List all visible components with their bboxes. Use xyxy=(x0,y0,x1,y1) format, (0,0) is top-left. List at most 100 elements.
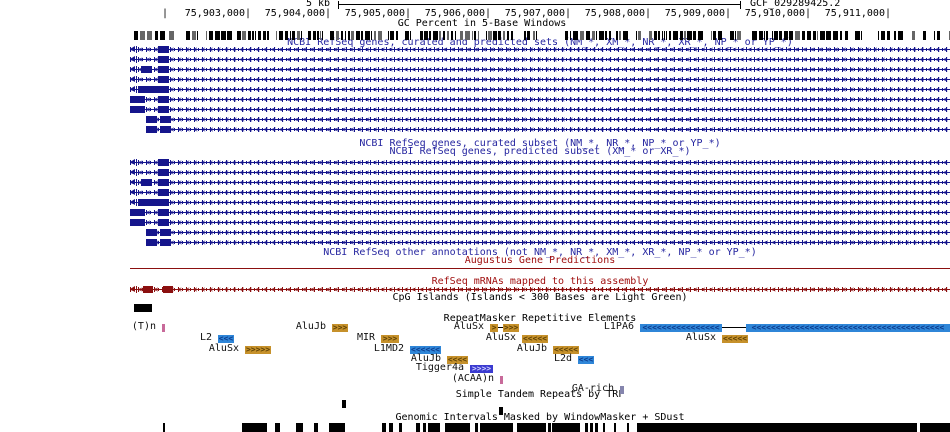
ruler-tick[interactable]: 75,907,000| xyxy=(504,8,571,19)
gc-percent-track[interactable] xyxy=(130,31,950,40)
repeat-item[interactable]: >>> xyxy=(503,324,519,332)
gc-bar xyxy=(186,31,190,40)
masked-interval[interactable] xyxy=(585,423,588,432)
gc-bar xyxy=(599,31,604,40)
repeat-item-label: (ACAA)n xyxy=(451,373,494,384)
repeat-item[interactable]: <<<<<<<<<<<<<<<<<<<<<<<<<<<<<<<<<<<<<<<< xyxy=(746,324,950,332)
repeat-item-label: Tigger4a xyxy=(415,362,464,373)
masked-interval[interactable] xyxy=(517,423,546,432)
ruler-tick[interactable]: 75,904,000| xyxy=(264,8,331,19)
gene-row[interactable]: <<<<<<<<<<<<<<<<<<<<<<<<<<<<<<<<<<<<<<<<… xyxy=(130,188,950,197)
gc-bar xyxy=(533,31,535,40)
repeat-item[interactable]: <<< xyxy=(578,356,594,364)
masked-interval[interactable] xyxy=(637,423,917,432)
masked-interval[interactable] xyxy=(445,423,470,432)
cpg-island[interactable] xyxy=(134,304,152,312)
gene-row[interactable]: <<<<<<<<<<<<<<<<<<<<<<<<<<<<<<<<<<<<<<<<… xyxy=(130,75,950,84)
strand-chevrons: <<<<<<<<<<<<<<<<<<<<<<<<<<<<<<<<<<<<<<<<… xyxy=(130,178,950,187)
repeat-item[interactable]: >>>>> xyxy=(245,346,271,354)
gc-bar xyxy=(580,31,584,40)
repeat-item[interactable]: <<<< xyxy=(447,356,468,364)
gene-row[interactable]: <<<<<<<<<<<<<<<<<<<<<<<<<<<<<<<<<<<<<<<<… xyxy=(130,218,950,227)
gc-bar xyxy=(258,31,261,40)
masked-interval[interactable] xyxy=(627,423,629,432)
gene-start-bar xyxy=(136,179,137,186)
augustus-prediction-item[interactable] xyxy=(130,268,950,269)
gene-start-arrow-icon xyxy=(130,199,135,205)
ruler-tick[interactable]: | xyxy=(161,8,168,19)
masked-interval[interactable] xyxy=(329,423,345,432)
repeat-item-label: AluJb xyxy=(516,343,547,354)
gene-row[interactable]: <<<<<<<<<<<<<<<<<<<<<<<<<<<<<<<<<<<<<<<<… xyxy=(146,115,950,124)
repeat-item[interactable]: >>>> xyxy=(470,365,493,373)
masked-interval[interactable] xyxy=(480,423,513,432)
masked-interval[interactable] xyxy=(416,423,420,432)
repeat-item[interactable]: <<<<< xyxy=(722,335,748,343)
ruler-tick[interactable]: 75,908,000| xyxy=(584,8,651,19)
repeat-item[interactable]: <<<<< xyxy=(522,335,548,343)
gene-row[interactable]: <<<<<<<<<<<<<<<<<<<<<<<<<<<<<<<<<<<<<<<<… xyxy=(130,158,950,167)
exon-block xyxy=(141,179,152,186)
masked-interval[interactable] xyxy=(296,423,303,432)
gene-start-arrow-icon xyxy=(130,286,135,292)
exon-block xyxy=(158,46,169,53)
repeat-strand-chevrons: <<<<< xyxy=(522,335,548,343)
masked-interval[interactable] xyxy=(614,423,616,432)
repeat-item[interactable]: >>> xyxy=(332,324,348,332)
masked-interval[interactable] xyxy=(920,423,950,432)
gene-row[interactable]: <<<<<<<<<<<<<<<<<<<<<<<<<<<<<<<<<<<<<<<<… xyxy=(130,178,950,187)
gene-row[interactable]: <<<<<<<<<<<<<<<<<<<<<<<<<<<<<<<<<<<<<<<<… xyxy=(146,238,950,247)
repeat-item[interactable]: > xyxy=(490,324,498,332)
masked-interval[interactable] xyxy=(548,423,551,432)
gene-row[interactable]: <<<<<<<<<<<<<<<<<<<<<<<<<<<<<<<<<<<<<<<<… xyxy=(130,95,950,104)
repeat-item[interactable]: <<<<< xyxy=(553,346,579,354)
gene-row[interactable]: <<<<<<<<<<<<<<<<<<<<<<<<<<<<<<<<<<<<<<<<… xyxy=(146,125,950,134)
gene-row[interactable]: <<<<<<<<<<<<<<<<<<<<<<<<<<<<<<<<<<<<<<<<… xyxy=(130,168,950,177)
masked-interval[interactable] xyxy=(275,423,280,432)
repeat-item[interactable] xyxy=(500,376,503,384)
gene-row[interactable]: <<<<<<<<<<<<<<<<<<<<<<<<<<<<<<<<<<<<<<<<… xyxy=(130,85,950,94)
repeat-item[interactable] xyxy=(162,324,165,332)
masked-interval[interactable] xyxy=(399,423,402,432)
repeat-item-label: MIR xyxy=(356,332,375,343)
gene-row[interactable]: <<<<<<<<<<<<<<<<<<<<<<<<<<<<<<<<<<<<<<<<… xyxy=(130,105,950,114)
gene-row[interactable]: <<<<<<<<<<<<<<<<<<<<<<<<<<<<<<<<<<<<<<<<… xyxy=(130,65,950,74)
gene-row[interactable]: <<<<<<<<<<<<<<<<<<<<<<<<<<<<<<<<<<<<<<<<… xyxy=(130,55,950,64)
gc-bar xyxy=(654,31,657,40)
ruler-tick[interactable]: 75,905,000| xyxy=(344,8,411,19)
ruler-tick[interactable]: 75,910,000| xyxy=(744,8,811,19)
repeat-item[interactable]: <<<<<< xyxy=(410,346,441,354)
scale-bar-tick-left xyxy=(338,1,339,9)
repeat-item[interactable] xyxy=(620,386,624,394)
ruler-tick[interactable]: 75,911,000| xyxy=(824,8,891,19)
masked-interval[interactable] xyxy=(242,423,267,432)
repeat-item[interactable]: >>> xyxy=(381,335,399,343)
gc-bar xyxy=(439,31,441,40)
gene-row[interactable]: <<<<<<<<<<<<<<<<<<<<<<<<<<<<<<<<<<<<<<<<… xyxy=(130,45,950,54)
repeat-item[interactable]: <<< xyxy=(218,335,234,343)
gc-bar xyxy=(443,31,445,40)
trf-repeat[interactable] xyxy=(342,400,346,408)
masked-interval[interactable] xyxy=(552,423,580,432)
masked-interval[interactable] xyxy=(382,423,386,432)
masked-interval[interactable] xyxy=(595,423,598,432)
ruler-tick[interactable]: 75,909,000| xyxy=(664,8,731,19)
masked-interval[interactable] xyxy=(423,423,426,432)
masked-interval[interactable] xyxy=(590,423,593,432)
gene-row[interactable]: <<<<<<<<<<<<<<<<<<<<<<<<<<<<<<<<<<<<<<<<… xyxy=(130,208,950,217)
gc-bar xyxy=(718,31,722,40)
mrna-row[interactable]: <<<<<<<<<<<<<<<<<<<<<<<<<<<<<<<<<<<<<<<<… xyxy=(130,285,950,294)
masked-interval[interactable] xyxy=(475,423,478,432)
gene-row[interactable]: <<<<<<<<<<<<<<<<<<<<<<<<<<<<<<<<<<<<<<<<… xyxy=(130,198,950,207)
ruler-tick[interactable]: 75,906,000| xyxy=(424,8,491,19)
ruler-tick[interactable]: 75,903,000| xyxy=(184,8,251,19)
masked-interval[interactable] xyxy=(163,423,165,432)
masked-interval[interactable] xyxy=(314,423,318,432)
gc-bar xyxy=(390,31,394,40)
gene-row[interactable]: <<<<<<<<<<<<<<<<<<<<<<<<<<<<<<<<<<<<<<<<… xyxy=(146,228,950,237)
trf-repeat[interactable] xyxy=(499,407,503,415)
masked-interval[interactable] xyxy=(389,423,393,432)
masked-interval[interactable] xyxy=(428,423,440,432)
repeat-item[interactable]: <<<<<<<<<<<<<<<< xyxy=(640,324,722,332)
masked-interval[interactable] xyxy=(603,423,605,432)
